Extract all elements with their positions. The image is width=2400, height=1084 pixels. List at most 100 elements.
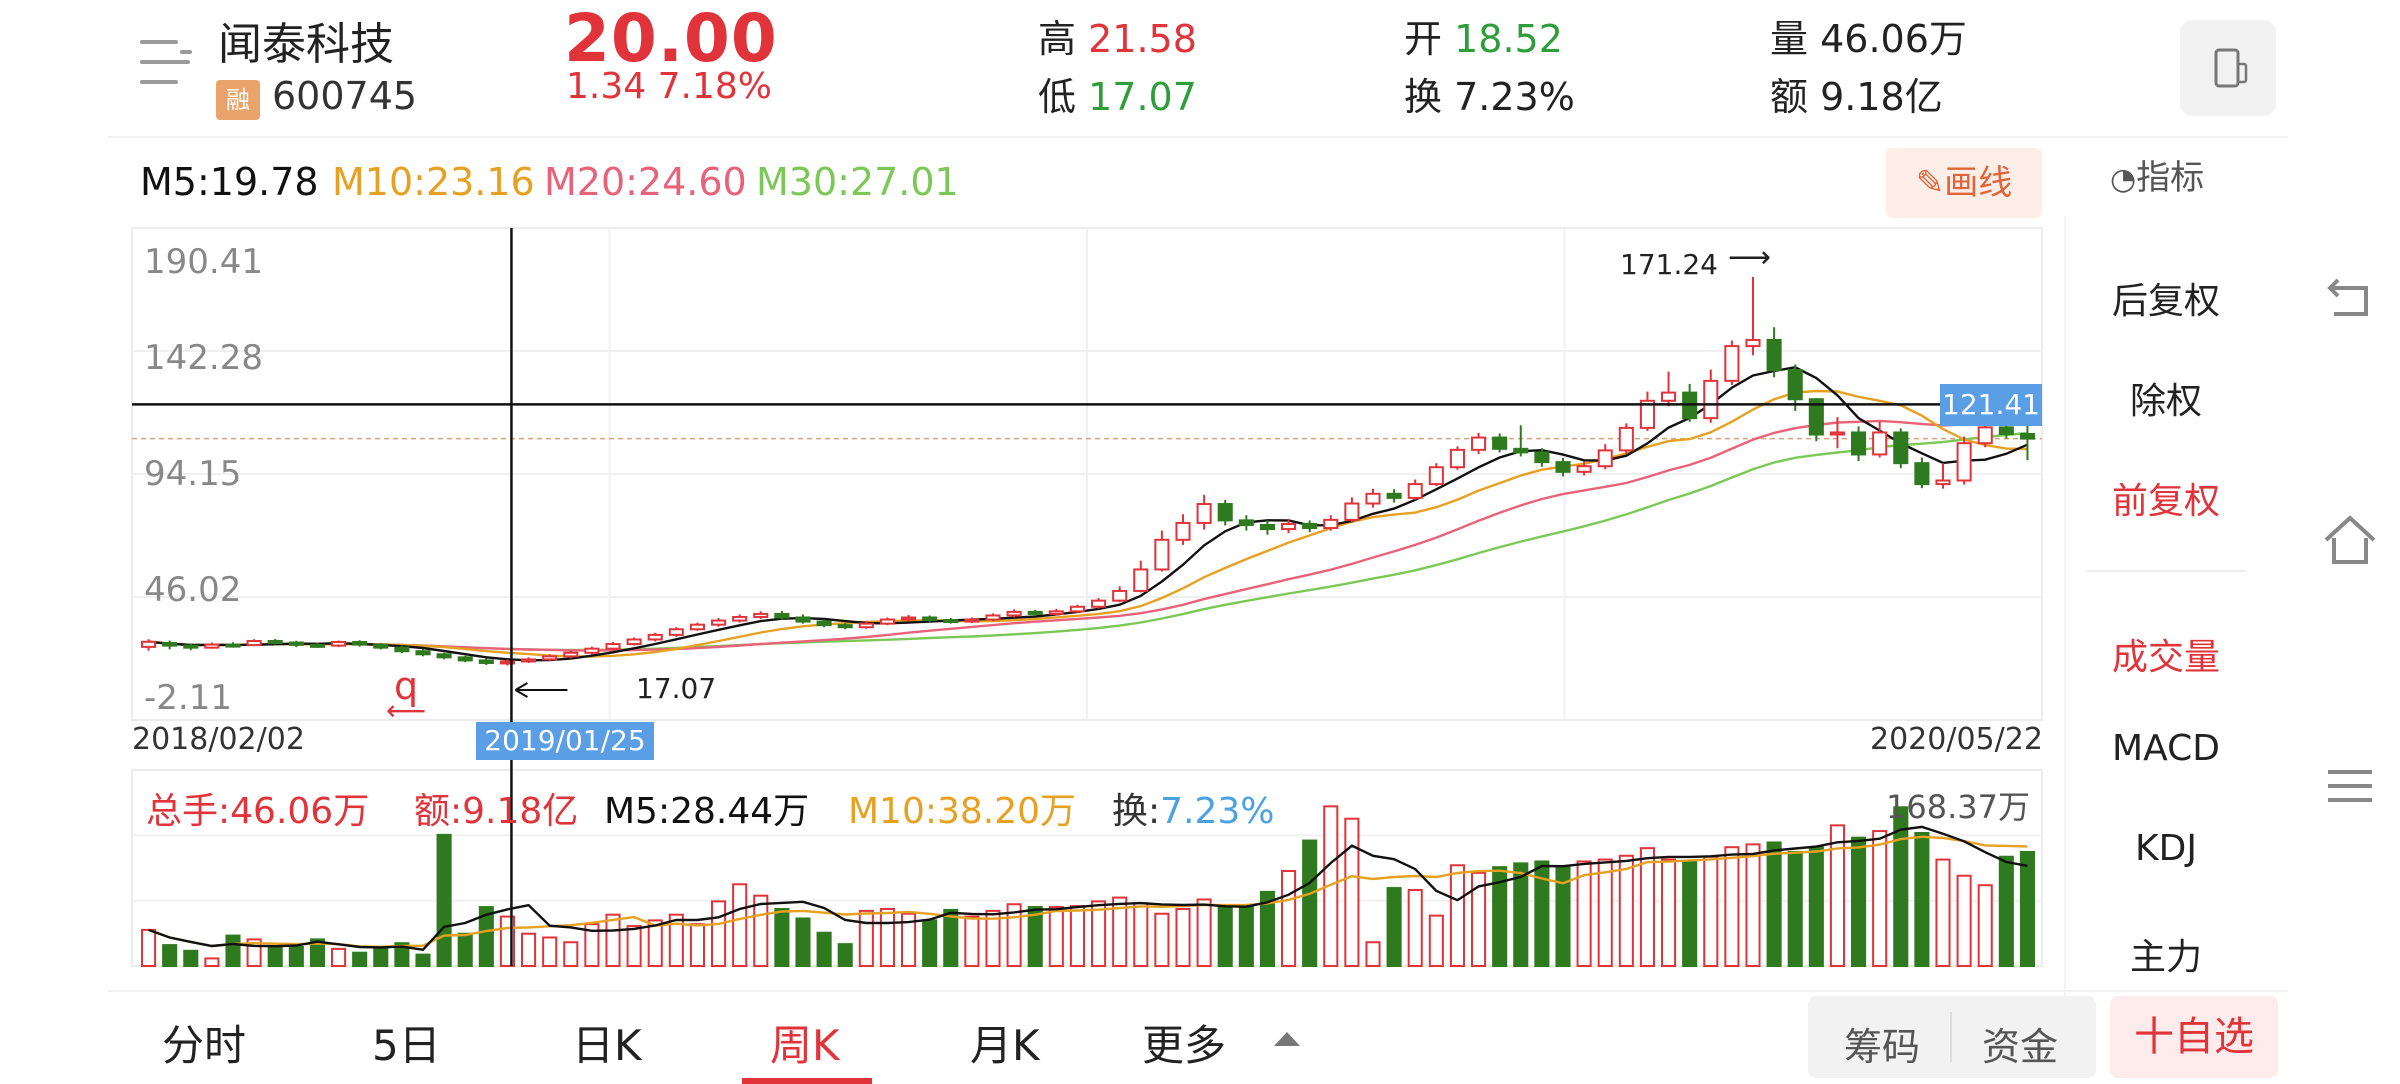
draw-line-label: 画线: [1944, 163, 2013, 203]
kdj-indicator-option[interactable]: KDJ: [2135, 828, 2197, 869]
volume-bar: [1154, 912, 1170, 967]
volume-bar: [1365, 941, 1381, 967]
candle-body: [774, 612, 790, 619]
vol-ma10-label: M10:38.20万: [848, 791, 1077, 832]
volume-indicator-option[interactable]: 成交量: [2111, 637, 2220, 678]
caret-up-icon[interactable]: [1270, 1028, 1304, 1050]
back-icon[interactable]: [2320, 270, 2380, 330]
low-stat: 低 17.07: [1038, 66, 1197, 121]
candle-body: [711, 619, 727, 626]
candle-body: [584, 647, 600, 654]
ma10-label: M10:23.16: [332, 160, 535, 204]
tab-monthly-k[interactable]: 月K: [970, 1021, 1040, 1070]
menu-icon[interactable]: [140, 40, 192, 86]
candle-body: [141, 640, 157, 648]
candle-body: [1112, 589, 1128, 602]
volume-value: 46.06万: [1820, 17, 1967, 61]
vol-ma10-line: [148, 835, 2028, 949]
main-force-option[interactable]: 主力: [2129, 937, 2202, 978]
volume-bar: [563, 941, 579, 967]
candle-body: [901, 616, 917, 621]
volume-bar: [352, 951, 368, 968]
volume-bar: [1344, 817, 1360, 967]
ex-rights-option[interactable]: 除权: [2129, 381, 2202, 422]
landscape-toggle-button[interactable]: [2180, 20, 2276, 116]
candle-body: [499, 660, 515, 665]
tab-more[interactable]: 更多: [1142, 1021, 1227, 1070]
candle-body: [626, 638, 642, 646]
candle-body: [521, 658, 537, 663]
volume-bar: [816, 931, 832, 968]
min-price-label: 17.07: [636, 672, 717, 705]
volume-bar: [1576, 860, 1592, 968]
max-volume-label: 168.37万: [1886, 788, 2030, 826]
candle-body: [816, 620, 832, 627]
candle-body: [1977, 426, 1993, 445]
back-adjusted-option[interactable]: 后复权: [2111, 281, 2220, 322]
turnover-label: 换: [1404, 75, 1443, 119]
candle-body: [1597, 449, 1613, 468]
candle-body: [1639, 399, 1655, 429]
tab-intraday[interactable]: 分时: [162, 1021, 247, 1070]
candle-body: [1661, 391, 1677, 402]
volume-bar: [1534, 860, 1550, 968]
candle-body: [267, 640, 283, 645]
candle-body: [1787, 369, 1803, 401]
draw-line-button[interactable]: ✎画线: [1886, 148, 2042, 218]
amount-label: 额: [1770, 75, 1809, 119]
candle-body: [753, 612, 769, 618]
indicator-button[interactable]: ◔指标: [2110, 150, 2204, 199]
candle-body: [225, 643, 241, 648]
volume-bar: [964, 915, 980, 967]
candle-body: [1872, 431, 1888, 456]
volume-bar: [1893, 806, 1909, 967]
chips-button[interactable]: 筹码: [1844, 1025, 1921, 1069]
candle-body: [415, 650, 431, 656]
volume-bar: [1471, 871, 1487, 967]
volume-bar: [457, 932, 473, 967]
volume-bar: [478, 906, 494, 968]
arrow-right-icon: ⟶: [1728, 240, 1772, 275]
tab-weekly-k[interactable]: 周K: [770, 1021, 840, 1070]
capital-button[interactable]: 资金: [1982, 1025, 2059, 1069]
candle-body: [1196, 503, 1212, 524]
vol-ma5-label: M5:28.44万: [604, 791, 810, 832]
candle-body: [1998, 426, 2014, 436]
volume-bar: [711, 900, 727, 968]
candle-body: [879, 618, 895, 625]
volume-bar: [1766, 841, 1782, 967]
volume-bar: [1407, 888, 1423, 967]
gauge-icon: ◔: [2110, 162, 2137, 197]
candle-body: [1006, 610, 1022, 617]
forward-adjusted-option[interactable]: 前复权: [2111, 481, 2220, 522]
candle-body: [352, 641, 368, 646]
candle-body: [1238, 519, 1254, 526]
candle-body: [837, 624, 853, 629]
volume-bar: [1872, 830, 1888, 967]
volume-bar: [1808, 846, 1824, 967]
volume-bar: [331, 947, 347, 968]
high-stat: 高 21.58: [1038, 8, 1197, 63]
add-favorite-button[interactable]: 十自选: [2110, 996, 2278, 1078]
candle-body: [1851, 431, 1867, 456]
candle-body: [1175, 521, 1191, 541]
vol-turnover-label: 换:7.23%: [1112, 782, 1275, 834]
candle-body: [1048, 610, 1064, 615]
home-icon[interactable]: [2320, 510, 2380, 570]
tab-daily-k[interactable]: 日K: [572, 1021, 642, 1070]
volume-bar: [1851, 836, 1867, 968]
high-label: 高: [1038, 17, 1077, 61]
volume-label: 量: [1770, 17, 1809, 61]
candle-body: [183, 644, 199, 649]
stock-code: 600745: [272, 74, 418, 118]
volume-bar: [1238, 904, 1254, 968]
volume-bar: [542, 936, 558, 967]
candle-body: [922, 616, 938, 622]
candle-body: [1471, 436, 1487, 451]
recent-apps-icon[interactable]: [2320, 756, 2380, 816]
volume-bar: [1302, 839, 1318, 967]
macd-indicator-option[interactable]: MACD: [2112, 728, 2220, 769]
arrow-left-icon: ⟵: [386, 694, 427, 727]
tab-5day[interactable]: 5日: [372, 1021, 441, 1070]
